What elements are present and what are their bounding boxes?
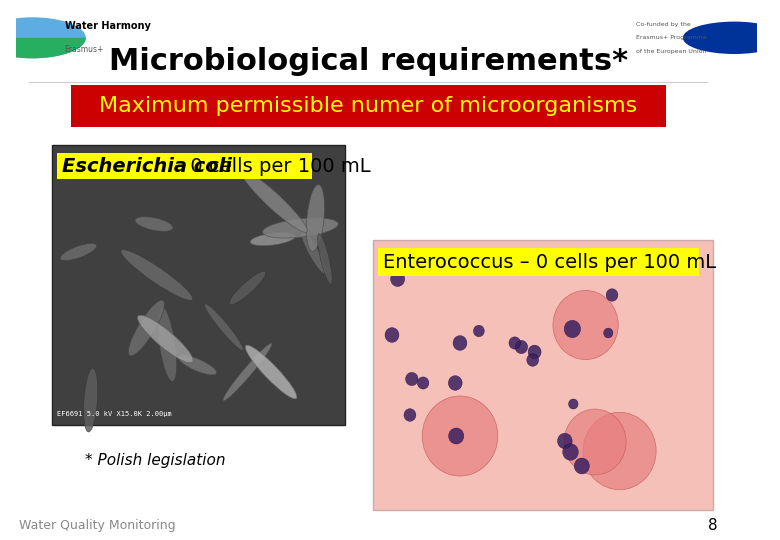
Circle shape xyxy=(453,336,467,350)
Circle shape xyxy=(417,377,429,389)
Circle shape xyxy=(574,458,590,474)
Text: Microbiological requirements*: Microbiological requirements* xyxy=(108,48,628,77)
FancyBboxPatch shape xyxy=(373,240,713,510)
Ellipse shape xyxy=(301,230,326,274)
Circle shape xyxy=(553,291,619,360)
Text: – 0 cells per 100 mL: – 0 cells per 100 mL xyxy=(168,157,370,176)
Circle shape xyxy=(391,272,405,287)
Circle shape xyxy=(509,337,520,349)
Text: EF6691 5.0 kV X15.0K 2.00μm: EF6691 5.0 kV X15.0K 2.00μm xyxy=(57,411,172,417)
Circle shape xyxy=(528,345,541,359)
Ellipse shape xyxy=(135,217,173,232)
Text: 8: 8 xyxy=(708,517,718,532)
Text: Enterococcus – 0 cells per 100 mL: Enterococcus – 0 cells per 100 mL xyxy=(384,253,717,272)
Ellipse shape xyxy=(158,307,177,382)
Circle shape xyxy=(385,328,399,342)
Circle shape xyxy=(0,17,86,58)
Ellipse shape xyxy=(245,345,297,399)
Ellipse shape xyxy=(129,300,165,356)
Ellipse shape xyxy=(307,185,324,251)
Circle shape xyxy=(682,22,780,54)
Circle shape xyxy=(406,373,418,386)
Ellipse shape xyxy=(60,244,97,261)
Text: Water Harmony: Water Harmony xyxy=(65,21,151,31)
Text: Water Quality Monitoring: Water Quality Monitoring xyxy=(19,518,176,531)
Ellipse shape xyxy=(137,315,193,363)
Circle shape xyxy=(564,409,626,475)
Text: of the European Union: of the European Union xyxy=(636,49,707,54)
Circle shape xyxy=(562,444,578,460)
FancyBboxPatch shape xyxy=(52,145,345,425)
Circle shape xyxy=(583,413,656,490)
Ellipse shape xyxy=(121,249,193,300)
FancyBboxPatch shape xyxy=(71,85,666,127)
Circle shape xyxy=(448,428,464,444)
FancyBboxPatch shape xyxy=(57,153,312,179)
Text: * Polish legislation: * Polish legislation xyxy=(85,453,225,468)
Circle shape xyxy=(473,325,484,337)
Circle shape xyxy=(448,376,462,390)
Text: Erasmus+: Erasmus+ xyxy=(65,45,104,54)
Circle shape xyxy=(604,328,613,338)
Circle shape xyxy=(564,320,580,338)
Circle shape xyxy=(569,399,578,409)
FancyBboxPatch shape xyxy=(378,248,699,276)
Circle shape xyxy=(404,409,416,421)
Ellipse shape xyxy=(240,170,307,232)
Ellipse shape xyxy=(262,218,339,238)
Wedge shape xyxy=(0,38,86,58)
Circle shape xyxy=(606,289,618,301)
Text: Erasmus+ Programme: Erasmus+ Programme xyxy=(636,35,707,40)
Ellipse shape xyxy=(83,368,98,432)
Circle shape xyxy=(515,340,527,354)
Ellipse shape xyxy=(204,303,243,350)
Text: Co-funded by the: Co-funded by the xyxy=(636,22,691,27)
Ellipse shape xyxy=(229,271,266,305)
Text: Maximum permissible numer of microorganisms: Maximum permissible numer of microorgani… xyxy=(99,96,637,116)
Circle shape xyxy=(422,396,498,476)
Ellipse shape xyxy=(317,234,332,284)
Ellipse shape xyxy=(250,232,296,246)
Circle shape xyxy=(526,354,539,366)
Circle shape xyxy=(558,433,573,449)
Text: Escherichia coli: Escherichia coli xyxy=(62,157,232,176)
Ellipse shape xyxy=(178,355,217,375)
Ellipse shape xyxy=(223,343,272,401)
